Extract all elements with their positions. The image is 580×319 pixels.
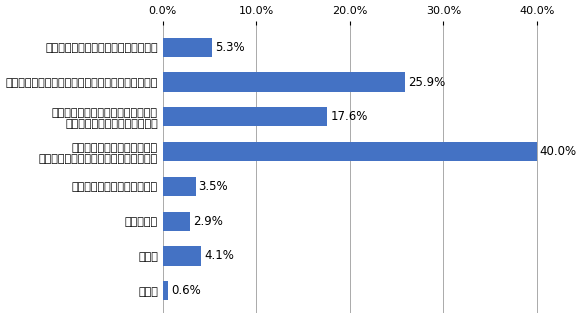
Text: 40.0%: 40.0% (540, 145, 577, 158)
Text: 4.1%: 4.1% (204, 249, 234, 263)
Text: 5.3%: 5.3% (215, 41, 245, 54)
Bar (163, 211, 190, 231)
Bar (163, 177, 195, 196)
Text: 25.9%: 25.9% (408, 76, 445, 89)
Bar (163, 38, 212, 57)
Text: 2.9%: 2.9% (193, 215, 223, 228)
Bar (163, 107, 328, 126)
Bar (163, 142, 537, 161)
Text: 3.5%: 3.5% (198, 180, 228, 193)
Bar (163, 72, 405, 92)
Text: 0.6%: 0.6% (171, 284, 201, 297)
Bar (163, 281, 168, 300)
Text: 17.6%: 17.6% (330, 110, 368, 123)
Bar (163, 246, 201, 265)
